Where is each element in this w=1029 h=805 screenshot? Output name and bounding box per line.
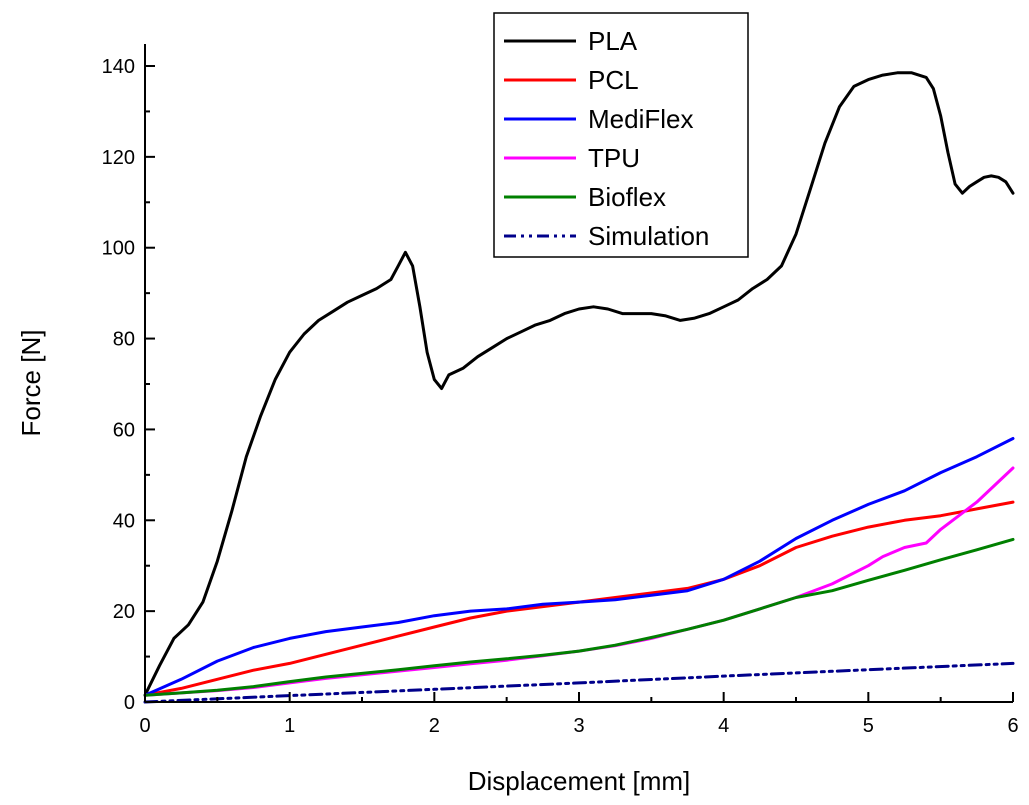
x-tick-label: 6: [1007, 715, 1018, 737]
y-tick-label: 40: [113, 510, 135, 532]
legend-label-pcl: PCL: [588, 65, 639, 95]
y-tick-label: 80: [113, 329, 135, 351]
series-line-pcl: [143, 500, 1015, 697]
legend-label-tpu: TPU: [588, 143, 640, 173]
x-tick-label: 3: [573, 715, 584, 737]
x-tick-label: 1: [284, 715, 295, 737]
series-line-pla: [143, 71, 1015, 697]
y-tick-label: 140: [102, 56, 135, 78]
x-tick-label: 4: [718, 715, 729, 737]
legend-label-mediflex: MediFlex: [588, 104, 693, 134]
y-tick-label: 0: [124, 692, 135, 714]
legend-label-pla: PLA: [588, 26, 638, 56]
x-tick-label: 2: [429, 715, 440, 737]
series-line-mediflex: [143, 437, 1015, 697]
series-line-bioflex: [143, 537, 1015, 697]
legend-label-simulation: Simulation: [588, 221, 709, 251]
legend: PLA PCL MediFlex TPU Bioflex Simulation: [493, 12, 749, 258]
x-axis-title: Displacement [mm]: [468, 766, 691, 796]
y-tick-label: 20: [113, 601, 135, 623]
legend-label-bioflex: Bioflex: [588, 182, 666, 212]
x-tick-label: 5: [863, 715, 874, 737]
series-line-tpu: [143, 466, 1015, 697]
y-tick-label: 60: [113, 419, 135, 441]
y-tick-label: 120: [102, 147, 135, 169]
y-axis-title: Force [N]: [16, 330, 46, 437]
x-tick-label: 0: [139, 715, 150, 737]
legend-box: [493, 12, 749, 258]
y-tick-label: 100: [102, 238, 135, 260]
